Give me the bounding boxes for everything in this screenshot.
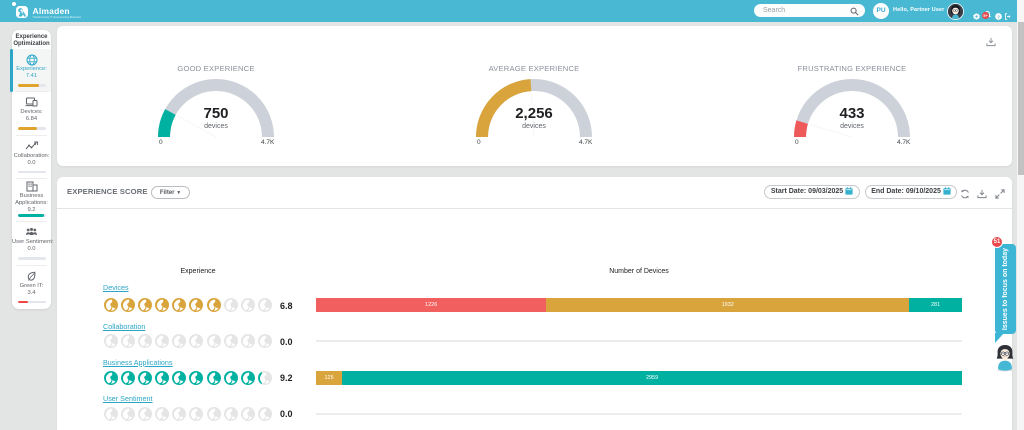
svg-text:?: ? <box>997 14 1000 19</box>
